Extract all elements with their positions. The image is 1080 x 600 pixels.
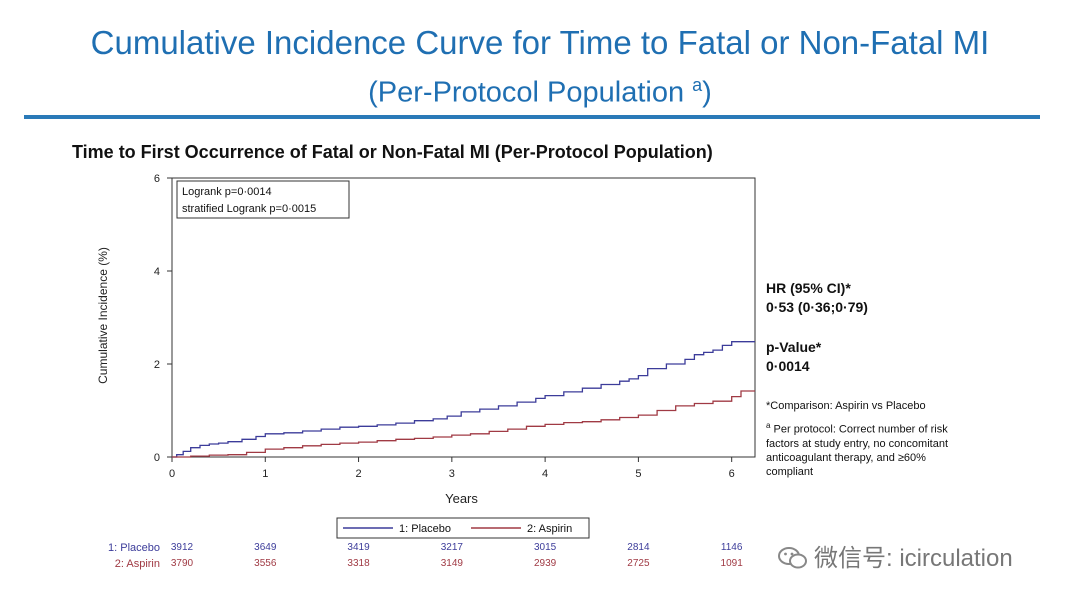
y-tick-label: 6 <box>154 173 160 185</box>
at-risk-row: 1: Placebo 3912 3649 3419 3217 3015 2814 1146 <box>0 542 1080 556</box>
y-tick-label: 0 <box>154 452 160 464</box>
x-tick-label: 6 <box>729 468 735 480</box>
series-line-1 <box>172 341 755 458</box>
x-tick-label: 5 <box>635 468 641 480</box>
plot-frame <box>171 177 756 458</box>
footnote-text: Per protocol: Correct number of risk fac… <box>766 423 948 478</box>
at-risk-count: 3149 <box>440 558 463 569</box>
at-risk-count: 3912 <box>170 542 194 553</box>
x-tick-label: 1 <box>262 468 268 480</box>
subtitle-superscript: a <box>692 75 703 95</box>
at-risk-count: 3318 <box>347 558 370 569</box>
at-risk-count: 2814 <box>627 542 650 553</box>
at-risk-count: 3419 <box>347 542 370 553</box>
hr-label: HR (95% CI)* 0·53 (0·36;0·79) <box>766 279 868 317</box>
logrank-text: Logrank p=0·0014 <box>182 186 272 198</box>
pvalue-title: p-Value* <box>766 339 822 355</box>
x-tick-label: 3 <box>449 468 455 480</box>
subtitle-end: ) <box>702 76 712 109</box>
per-protocol-footnote: a Per protocol: Correct number of risk f… <box>766 419 956 479</box>
logrank-box <box>176 180 350 219</box>
comparison-note: *Comparison: Aspirin vs Placebo <box>766 400 926 412</box>
legend-box <box>336 517 590 539</box>
watermark-text: 微信号: icirculation <box>814 545 1013 572</box>
pvalue-label: p-Value* 0·0014 <box>766 338 821 376</box>
slide-title: Cumulative Incidence Curve for Time to F… <box>90 24 990 61</box>
y-tick-label: 4 <box>154 266 160 278</box>
at-risk-count: 3217 <box>440 542 463 553</box>
at-risk-count: 2939 <box>533 558 557 569</box>
subtitle-text: (Per-Protocol Population <box>368 76 685 109</box>
x-tick-label: 4 <box>542 468 548 480</box>
hr-value: 0·53 (0·36;0·79) <box>766 299 868 315</box>
at-risk-row-label: 1: Placebo <box>108 542 160 554</box>
at-risk-count: 3556 <box>254 558 277 569</box>
at-risk-count: 2725 <box>627 558 650 569</box>
footnote-mark: a <box>766 421 771 430</box>
at-risk-count: 3790 <box>170 558 194 569</box>
at-risk-row: 2: Aspirin 3790 3556 3318 3149 2939 2725 1091 <box>0 558 1080 572</box>
legend-label-1: 1: Placebo <box>399 523 451 535</box>
pvalue-value: 0·0014 <box>766 358 810 374</box>
logrank-text: stratified Logrank p=0·0015 <box>182 203 316 215</box>
series-line-2 <box>172 390 755 458</box>
chart-title: Time to First Occurrence of Fatal or Non… <box>72 142 713 162</box>
legend-label-2: 2: Aspirin <box>527 523 572 535</box>
x-axis-label: Years <box>445 491 478 506</box>
at-risk-count: 3015 <box>533 542 557 553</box>
wechat-icon <box>778 547 807 569</box>
title-divider <box>24 115 1040 119</box>
watermark: 微信号: icirculation <box>778 538 1013 573</box>
at-risk-count: 1146 <box>720 542 743 553</box>
y-tick-label: 2 <box>154 359 160 371</box>
at-risk-row-label: 2: Aspirin <box>114 558 160 570</box>
x-tick-label: 0 <box>169 468 175 480</box>
slide-subtitle: (Per-Protocol Population a) <box>0 66 1080 112</box>
at-risk-count: 1091 <box>720 558 743 569</box>
y-axis-label: Cumulative Incidence (%) <box>96 247 110 384</box>
x-tick-label: 2 <box>355 468 361 480</box>
hr-title: HR (95% CI)* <box>766 280 851 296</box>
at-risk-count: 3649 <box>254 542 277 553</box>
